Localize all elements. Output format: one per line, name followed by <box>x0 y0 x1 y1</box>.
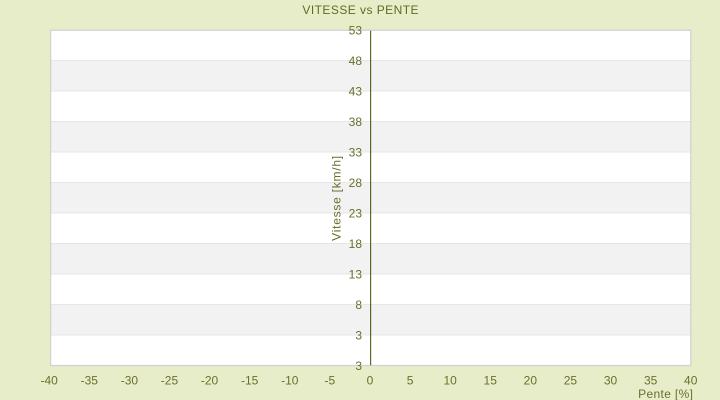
svg-text:3: 3 <box>355 329 362 343</box>
svg-text:25: 25 <box>564 374 578 388</box>
svg-text:20: 20 <box>524 374 538 388</box>
svg-text:43: 43 <box>349 85 363 99</box>
svg-text:0: 0 <box>367 374 374 388</box>
svg-text:VITESSE vs PENTE: VITESSE vs PENTE <box>302 3 419 17</box>
svg-text:48: 48 <box>349 54 363 68</box>
svg-text:-15: -15 <box>241 374 259 388</box>
svg-text:-30: -30 <box>121 374 139 388</box>
svg-text:-35: -35 <box>81 374 99 388</box>
svg-text:53: 53 <box>349 24 363 38</box>
svg-text:-25: -25 <box>161 374 179 388</box>
svg-text:Vitesse [km/h]: Vitesse [km/h] <box>329 155 343 241</box>
svg-text:13: 13 <box>349 268 363 282</box>
svg-text:38: 38 <box>349 115 363 129</box>
svg-text:23: 23 <box>349 207 363 221</box>
svg-text:5: 5 <box>407 374 414 388</box>
svg-text:8: 8 <box>355 298 362 312</box>
svg-text:28: 28 <box>349 176 363 190</box>
svg-text:33: 33 <box>349 146 363 160</box>
svg-text:10: 10 <box>443 374 457 388</box>
svg-text:40: 40 <box>684 374 698 388</box>
svg-text:15: 15 <box>484 374 498 388</box>
svg-text:Pente [%]: Pente [%] <box>638 387 693 400</box>
svg-text:35: 35 <box>644 374 658 388</box>
svg-text:-10: -10 <box>281 374 299 388</box>
svg-text:3: 3 <box>355 359 362 373</box>
svg-text:-20: -20 <box>201 374 219 388</box>
svg-text:18: 18 <box>349 237 363 251</box>
svg-text:30: 30 <box>604 374 618 388</box>
svg-text:-40: -40 <box>41 374 59 388</box>
svg-text:-5: -5 <box>325 374 336 388</box>
